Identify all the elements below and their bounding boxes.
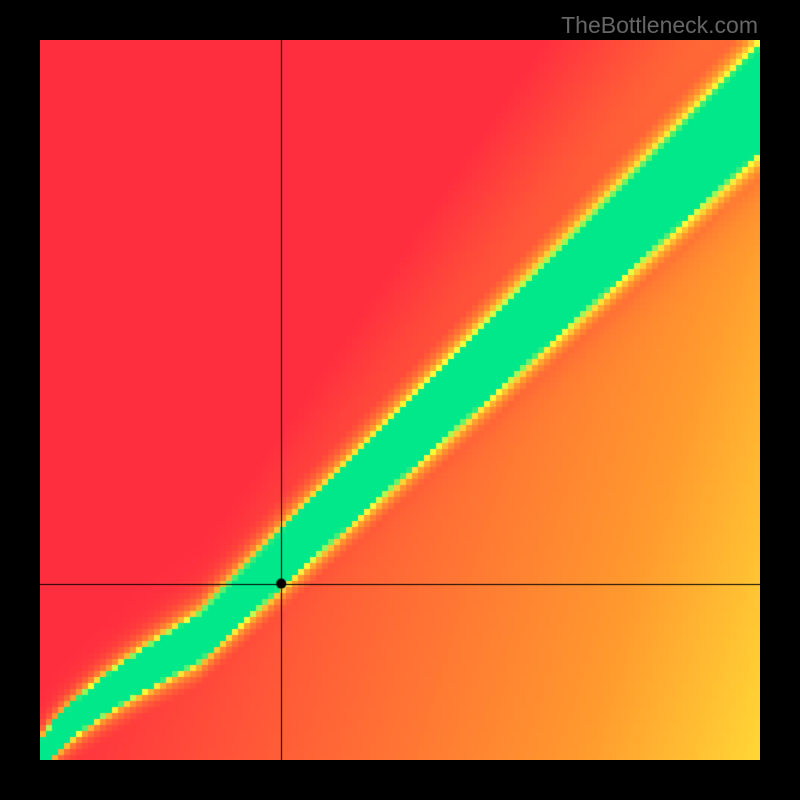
- watermark-text: TheBottleneck.com: [561, 12, 758, 39]
- figure-root: TheBottleneck.com: [0, 0, 800, 800]
- bottleneck-heatmap: [40, 40, 760, 760]
